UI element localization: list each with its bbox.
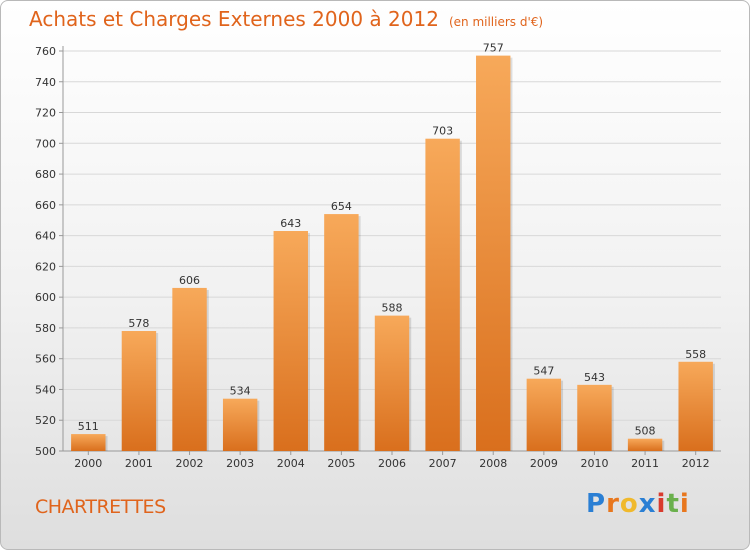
bar-2010 xyxy=(577,384,612,451)
axes: 500 520 540 560 580 600 620 640 660 680 700 720 740 7… xyxy=(35,45,721,470)
bar-2006 xyxy=(374,315,410,451)
y-tick-label: 560 xyxy=(35,353,56,366)
data-labels: 511 578 606 534 643 654 588 703 757 547 543 508 558 xyxy=(78,42,706,438)
x-tick-label: 2008 xyxy=(479,457,507,470)
y-tick-label: 580 xyxy=(35,322,56,335)
x-tick-label: 2010 xyxy=(580,457,608,470)
x-tick-label: 2001 xyxy=(125,457,153,470)
logo-letter: P xyxy=(586,489,607,519)
y-tick-label: 620 xyxy=(35,260,56,273)
proxiti-logo[interactable]: Proxiti xyxy=(586,489,690,519)
x-tick-label: 2007 xyxy=(429,457,457,470)
place-name: CHARTRETTES xyxy=(35,496,166,518)
bar-2011 xyxy=(627,438,663,451)
value-label: 757 xyxy=(483,42,504,55)
logo-letter: i xyxy=(656,489,667,519)
bar-2001 xyxy=(121,331,157,451)
x-tick-label: 2006 xyxy=(378,457,406,470)
chart-title: Achats et Charges Externes 2000 à 2012 (e… xyxy=(29,7,543,31)
value-label: 534 xyxy=(230,385,251,398)
y-tick-label: 600 xyxy=(35,291,56,304)
logo-letter: x xyxy=(638,489,657,519)
value-label: 578 xyxy=(128,317,149,330)
x-tick-label: 2004 xyxy=(277,457,305,470)
bar-2000 xyxy=(71,434,106,451)
bar-2005 xyxy=(324,214,359,451)
y-tick-label: 740 xyxy=(35,76,56,89)
value-label: 606 xyxy=(179,274,200,287)
x-tick-label: 2009 xyxy=(530,457,558,470)
y-tick-label: 720 xyxy=(35,107,56,120)
y-tick-label: 700 xyxy=(35,137,56,150)
value-label: 654 xyxy=(331,200,352,213)
value-label: 511 xyxy=(78,420,99,433)
y-tick-label: 520 xyxy=(35,414,56,427)
title-text: Achats et Charges Externes 2000 à 2012 xyxy=(29,7,439,31)
y-tick-label: 760 xyxy=(35,45,56,58)
x-tick-label: 2002 xyxy=(176,457,204,470)
logo-letter: r xyxy=(606,489,620,519)
x-tick-label: 2011 xyxy=(631,457,659,470)
value-label: 703 xyxy=(432,125,453,138)
x-tick-label: 2000 xyxy=(74,457,102,470)
bar-2003 xyxy=(222,398,258,451)
bar-2002 xyxy=(172,287,207,451)
bar-2008 xyxy=(476,55,511,451)
x-tick-label: 2003 xyxy=(226,457,254,470)
y-tick-label: 660 xyxy=(35,199,56,212)
bar-2012 xyxy=(678,361,713,451)
bars xyxy=(71,55,715,451)
x-tick-label: 2012 xyxy=(682,457,710,470)
y-tick-label: 500 xyxy=(35,445,56,458)
chart-subtitle: (en milliers d'€) xyxy=(448,15,544,29)
x-tick-label: 2005 xyxy=(327,457,355,470)
bar-2004 xyxy=(273,231,308,451)
y-tick-label: 640 xyxy=(35,230,56,243)
value-label: 547 xyxy=(533,365,554,378)
value-label: 588 xyxy=(382,302,403,315)
logo-letter: i xyxy=(679,489,690,519)
value-label: 543 xyxy=(584,371,605,384)
value-label: 508 xyxy=(635,425,656,438)
bar-2009 xyxy=(526,378,562,451)
logo-letter: t xyxy=(666,489,680,519)
y-tick-label: 680 xyxy=(35,168,56,181)
logo-letter: o xyxy=(619,489,639,519)
value-label: 558 xyxy=(685,348,706,361)
bar-2007 xyxy=(425,138,460,451)
y-tick-label: 540 xyxy=(35,383,56,396)
value-label: 643 xyxy=(280,217,301,230)
